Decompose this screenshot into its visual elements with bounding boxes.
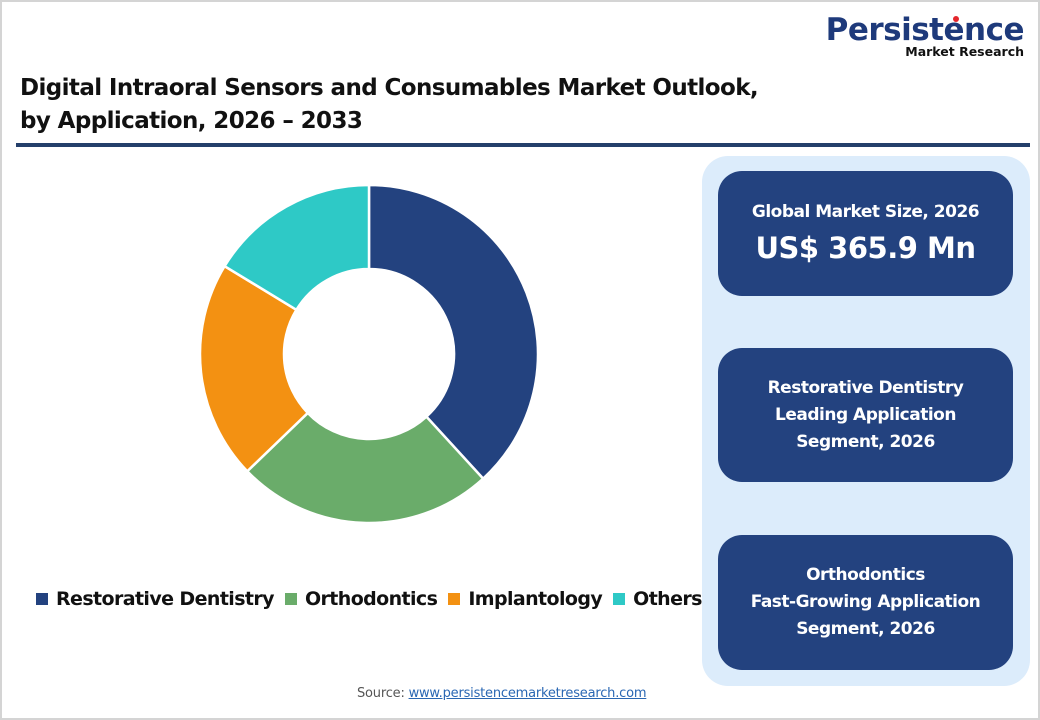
title-divider bbox=[16, 143, 1030, 147]
source-link[interactable]: www.persistencemarketresearch.com bbox=[408, 686, 647, 701]
donut-chart bbox=[190, 175, 550, 535]
title-line-2: by Application, 2026 – 2033 bbox=[20, 108, 363, 134]
legend-label: Implantology bbox=[468, 588, 603, 610]
title-line-1: Digital Intraoral Sensors and Consumable… bbox=[20, 75, 759, 101]
legend-label: Others bbox=[633, 588, 702, 610]
logo-main-text: Persistence bbox=[825, 12, 1025, 48]
donut-chart-svg bbox=[198, 183, 540, 525]
logo-dot-icon bbox=[952, 16, 959, 22]
market-size-label: Global Market Size, 2026 bbox=[751, 202, 980, 222]
legend-swatch-icon bbox=[613, 593, 626, 605]
source-prefix: Source: bbox=[357, 686, 409, 701]
fastest-segment-name: Orthodontics bbox=[806, 565, 925, 585]
legend-item-others: Others bbox=[613, 588, 702, 610]
logo-sub-text: Market Research bbox=[905, 44, 1024, 59]
chart-legend: Restorative Dentistry Orthodontics Impla… bbox=[36, 588, 713, 610]
market-size-card: Global Market Size, 2026 US$ 365.9 Mn bbox=[718, 171, 1013, 296]
fastest-segment-card: Orthodontics Fast-Growing Application Se… bbox=[718, 535, 1013, 670]
legend-item-orthodontics: Orthodontics bbox=[284, 588, 438, 610]
donut-slice-restorative-dentistry bbox=[367, 183, 540, 481]
legend-swatch-icon bbox=[284, 593, 297, 605]
legend-swatch-icon bbox=[36, 593, 48, 605]
chart-title: Digital Intraoral Sensors and Consumable… bbox=[20, 72, 840, 138]
legend-item-restorative-dentistry: Restorative Dentistry bbox=[36, 588, 275, 610]
key-stats-panel: Global Market Size, 2026 US$ 365.9 Mn Re… bbox=[702, 156, 1030, 686]
legend-label: Orthodontics bbox=[304, 588, 438, 610]
donut-slice-others bbox=[222, 183, 371, 312]
leading-segment-card: Restorative Dentistry Leading Applicatio… bbox=[718, 348, 1013, 482]
legend-item-implantology: Implantology bbox=[448, 588, 603, 610]
leading-segment-desc: Leading Application bbox=[775, 404, 956, 425]
brand-logo: Persistence Market Research bbox=[825, 12, 1025, 59]
leading-segment-year: Segment, 2026 bbox=[796, 431, 935, 452]
donut-slice-orthodontics bbox=[245, 411, 485, 525]
fastest-segment-year: Segment, 2026 bbox=[796, 619, 935, 639]
legend-swatch-icon bbox=[448, 593, 461, 605]
legend-label: Restorative Dentistry bbox=[56, 588, 275, 610]
fastest-segment-desc: Fast-Growing Application bbox=[750, 592, 981, 612]
leading-segment-name: Restorative Dentistry bbox=[767, 377, 964, 398]
market-size-value: US$ 365.9 Mn bbox=[755, 231, 976, 265]
source-note: Source: www.persistencemarketresearch.co… bbox=[357, 686, 647, 701]
donut-slice-implantology bbox=[198, 264, 310, 473]
